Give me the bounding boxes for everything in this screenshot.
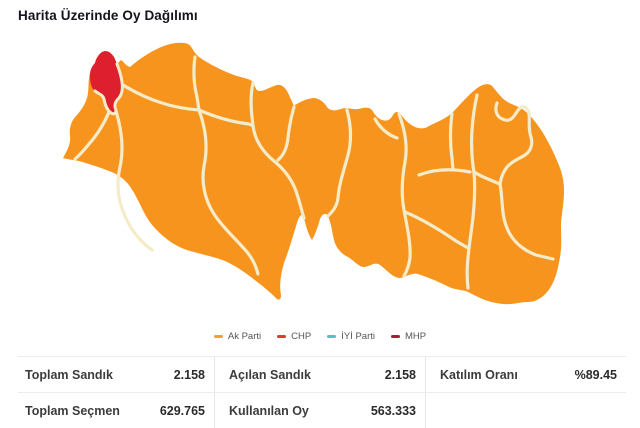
header: Harita Üzerinde Oy Dağılımı — [0, 0, 640, 24]
party-legend: Ak Parti CHP İYİ Parti MHP — [0, 330, 640, 343]
legend-label: MHP — [405, 331, 427, 342]
district-border — [121, 83, 201, 112]
district-border — [276, 105, 296, 162]
district-border — [192, 55, 201, 112]
district-border — [465, 93, 479, 290]
stats-table: Toplam Sandık 2.158 Açılan Sandık 2.158 … — [18, 356, 626, 428]
stats-row: Toplam Sandık 2.158 Açılan Sandık 2.158 … — [18, 356, 626, 392]
district-border — [197, 108, 260, 276]
district-border — [73, 110, 111, 161]
district-border — [397, 112, 412, 278]
akparti-swatch-icon — [213, 335, 223, 338]
stat-value: %89.45 — [574, 367, 617, 382]
district-border — [373, 117, 399, 140]
stat-label: Katılım Oranı — [440, 367, 518, 382]
stat-acilan-sandik: Açılan Sandık 2.158 — [214, 357, 425, 392]
stat-label: Açılan Sandık — [229, 367, 311, 382]
vote-map-container[interactable] — [0, 26, 640, 322]
stats-row: Toplam Seçmen 629.765 Kullanılan Oy 563.… — [18, 392, 626, 428]
district-borders — [73, 55, 555, 290]
province-shape[interactable] — [63, 42, 564, 305]
district-border — [326, 108, 353, 218]
stat-value: 2.158 — [384, 367, 416, 382]
legend-label: Ak Parti — [227, 331, 262, 342]
district-border — [417, 168, 472, 177]
legend-label: İYİ Parti — [341, 331, 375, 342]
stat-value: 629.765 — [159, 403, 205, 418]
district-border — [403, 210, 470, 250]
stat-label: Kullanılan Oy — [229, 403, 309, 418]
stat-toplam-secmen: Toplam Seçmen 629.765 — [18, 393, 214, 428]
iyiparti-swatch-icon — [327, 335, 337, 338]
stat-katilim-orani: Katılım Oranı %89.45 — [425, 357, 626, 392]
legend-label: CHP — [291, 331, 312, 342]
stat-value: 2.158 — [173, 367, 205, 382]
chp-district-border — [93, 62, 124, 116]
district-border — [197, 108, 255, 128]
stat-label: Toplam Sandık — [25, 367, 113, 382]
district-border — [494, 101, 534, 186]
stat-toplam-sandik: Toplam Sandık 2.158 — [18, 357, 214, 392]
legend-item-akparti[interactable]: Ak Parti — [213, 330, 262, 343]
district-border — [114, 109, 154, 252]
district-border — [448, 112, 455, 172]
province-vote-map[interactable] — [0, 26, 640, 322]
district-border — [249, 81, 306, 220]
stat-value: 563.333 — [370, 403, 416, 418]
page-title: Harita Üzerinde Oy Dağılımı — [18, 8, 198, 23]
legend-item-iyiparti[interactable]: İYİ Parti — [327, 330, 375, 343]
district-border — [472, 170, 502, 186]
chp-district[interactable] — [90, 51, 123, 114]
chp-swatch-icon — [277, 335, 287, 338]
district-border — [498, 182, 555, 261]
stat-empty — [425, 393, 626, 428]
legend-item-mhp[interactable]: MHP — [391, 330, 426, 343]
stat-label: Toplam Seçmen — [25, 403, 120, 418]
mhp-swatch-icon — [391, 335, 400, 338]
stat-kullanilan-oy: Kullanılan Oy 563.333 — [214, 393, 425, 428]
legend-item-chp[interactable]: CHP — [277, 330, 311, 343]
